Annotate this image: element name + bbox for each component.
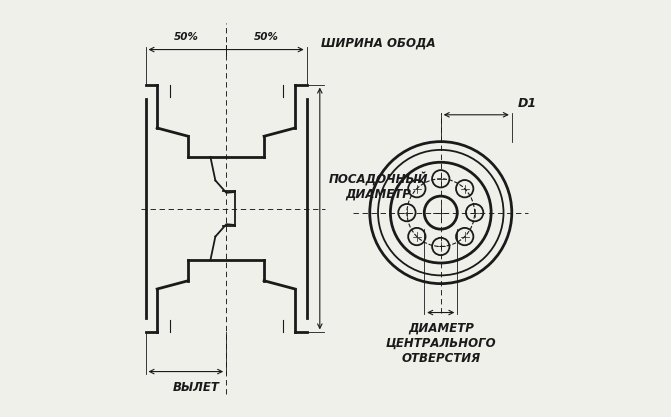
Text: D1: D1 xyxy=(517,97,537,110)
Text: ПОСАДОЧНЫЙ
ДИАМЕТР: ПОСАДОЧНЫЙ ДИАМЕТР xyxy=(329,171,428,200)
Text: 50%: 50% xyxy=(254,32,278,42)
Text: ДИАМЕТР
ЦЕНТРАЛЬНОГО
ОТВЕРСТИЯ: ДИАМЕТР ЦЕНТРАЛЬНОГО ОТВЕРСТИЯ xyxy=(385,322,496,364)
Text: 50%: 50% xyxy=(173,32,199,42)
Text: ВЫЛЕТ: ВЫЛЕТ xyxy=(172,381,219,394)
Text: ШИРИНА ОБОДА: ШИРИНА ОБОДА xyxy=(321,36,435,50)
